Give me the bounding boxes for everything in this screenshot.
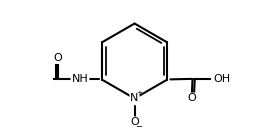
Text: O: O <box>187 93 196 103</box>
Text: +: + <box>137 90 143 96</box>
Text: O: O <box>54 53 62 63</box>
Text: O: O <box>130 117 139 127</box>
Text: NH: NH <box>72 74 88 84</box>
Text: N: N <box>130 93 139 103</box>
Text: OH: OH <box>213 74 230 84</box>
Text: −: − <box>135 122 142 131</box>
